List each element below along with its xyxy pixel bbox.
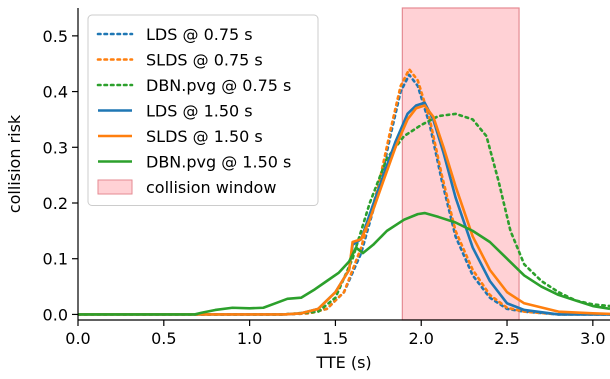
collision-window-band — [401, 7, 520, 321]
x-axis-label: TTE (s) — [315, 353, 371, 372]
legend: LDS @ 0.75 s SLDS @ 0.75 s DBN.pvg @ 0.75 … — [87, 14, 319, 206]
axes-layer: TTE (s) collision risk 0.0 0.5 1.0 1.5 2.0 2.… — [5, 8, 610, 372]
legend-label-5: DBN.pvg @ 1.50 s — [146, 153, 291, 172]
legend-label-1: SLDS @ 0.75 s — [146, 51, 263, 70]
legend-label-2: DBN.pvg @ 0.75 s — [146, 76, 291, 95]
legend-label-collision-window: collision window — [146, 178, 276, 197]
plot-layer — [78, 7, 610, 321]
x-tick-label-5: 2.5 — [494, 329, 519, 348]
legend-label-0: LDS @ 0.75 s — [146, 25, 253, 44]
legend-swatch-collision-window — [97, 179, 133, 195]
y-tick-label-0: 0.0 — [43, 305, 68, 324]
legend-label-4: SLDS @ 1.50 s — [146, 127, 263, 146]
legend-box — [87, 14, 319, 206]
y-tick-label-3: 0.3 — [43, 138, 68, 157]
y-tick-label-4: 0.4 — [43, 83, 68, 102]
series-group — [78, 67, 610, 316]
x-tick-label-1: 0.5 — [151, 329, 176, 348]
x-tick-label-6: 3.0 — [580, 329, 605, 348]
y-axis-label: collision risk — [5, 114, 24, 213]
y-tick-label-5: 0.5 — [43, 27, 68, 46]
x-tick-label-3: 1.5 — [323, 329, 348, 348]
series-line-5 — [78, 211, 610, 316]
legend-label-3: LDS @ 1.50 s — [146, 102, 253, 121]
y-tick-label-1: 0.1 — [43, 250, 68, 269]
x-tick-label-2: 1.0 — [237, 329, 262, 348]
x-tick-label-0: 0.0 — [65, 329, 90, 348]
y-tick-label-2: 0.2 — [43, 194, 68, 213]
series-line-1 — [78, 67, 610, 316]
x-tick-label-4: 2.0 — [408, 329, 433, 348]
series-line-4 — [78, 104, 610, 316]
